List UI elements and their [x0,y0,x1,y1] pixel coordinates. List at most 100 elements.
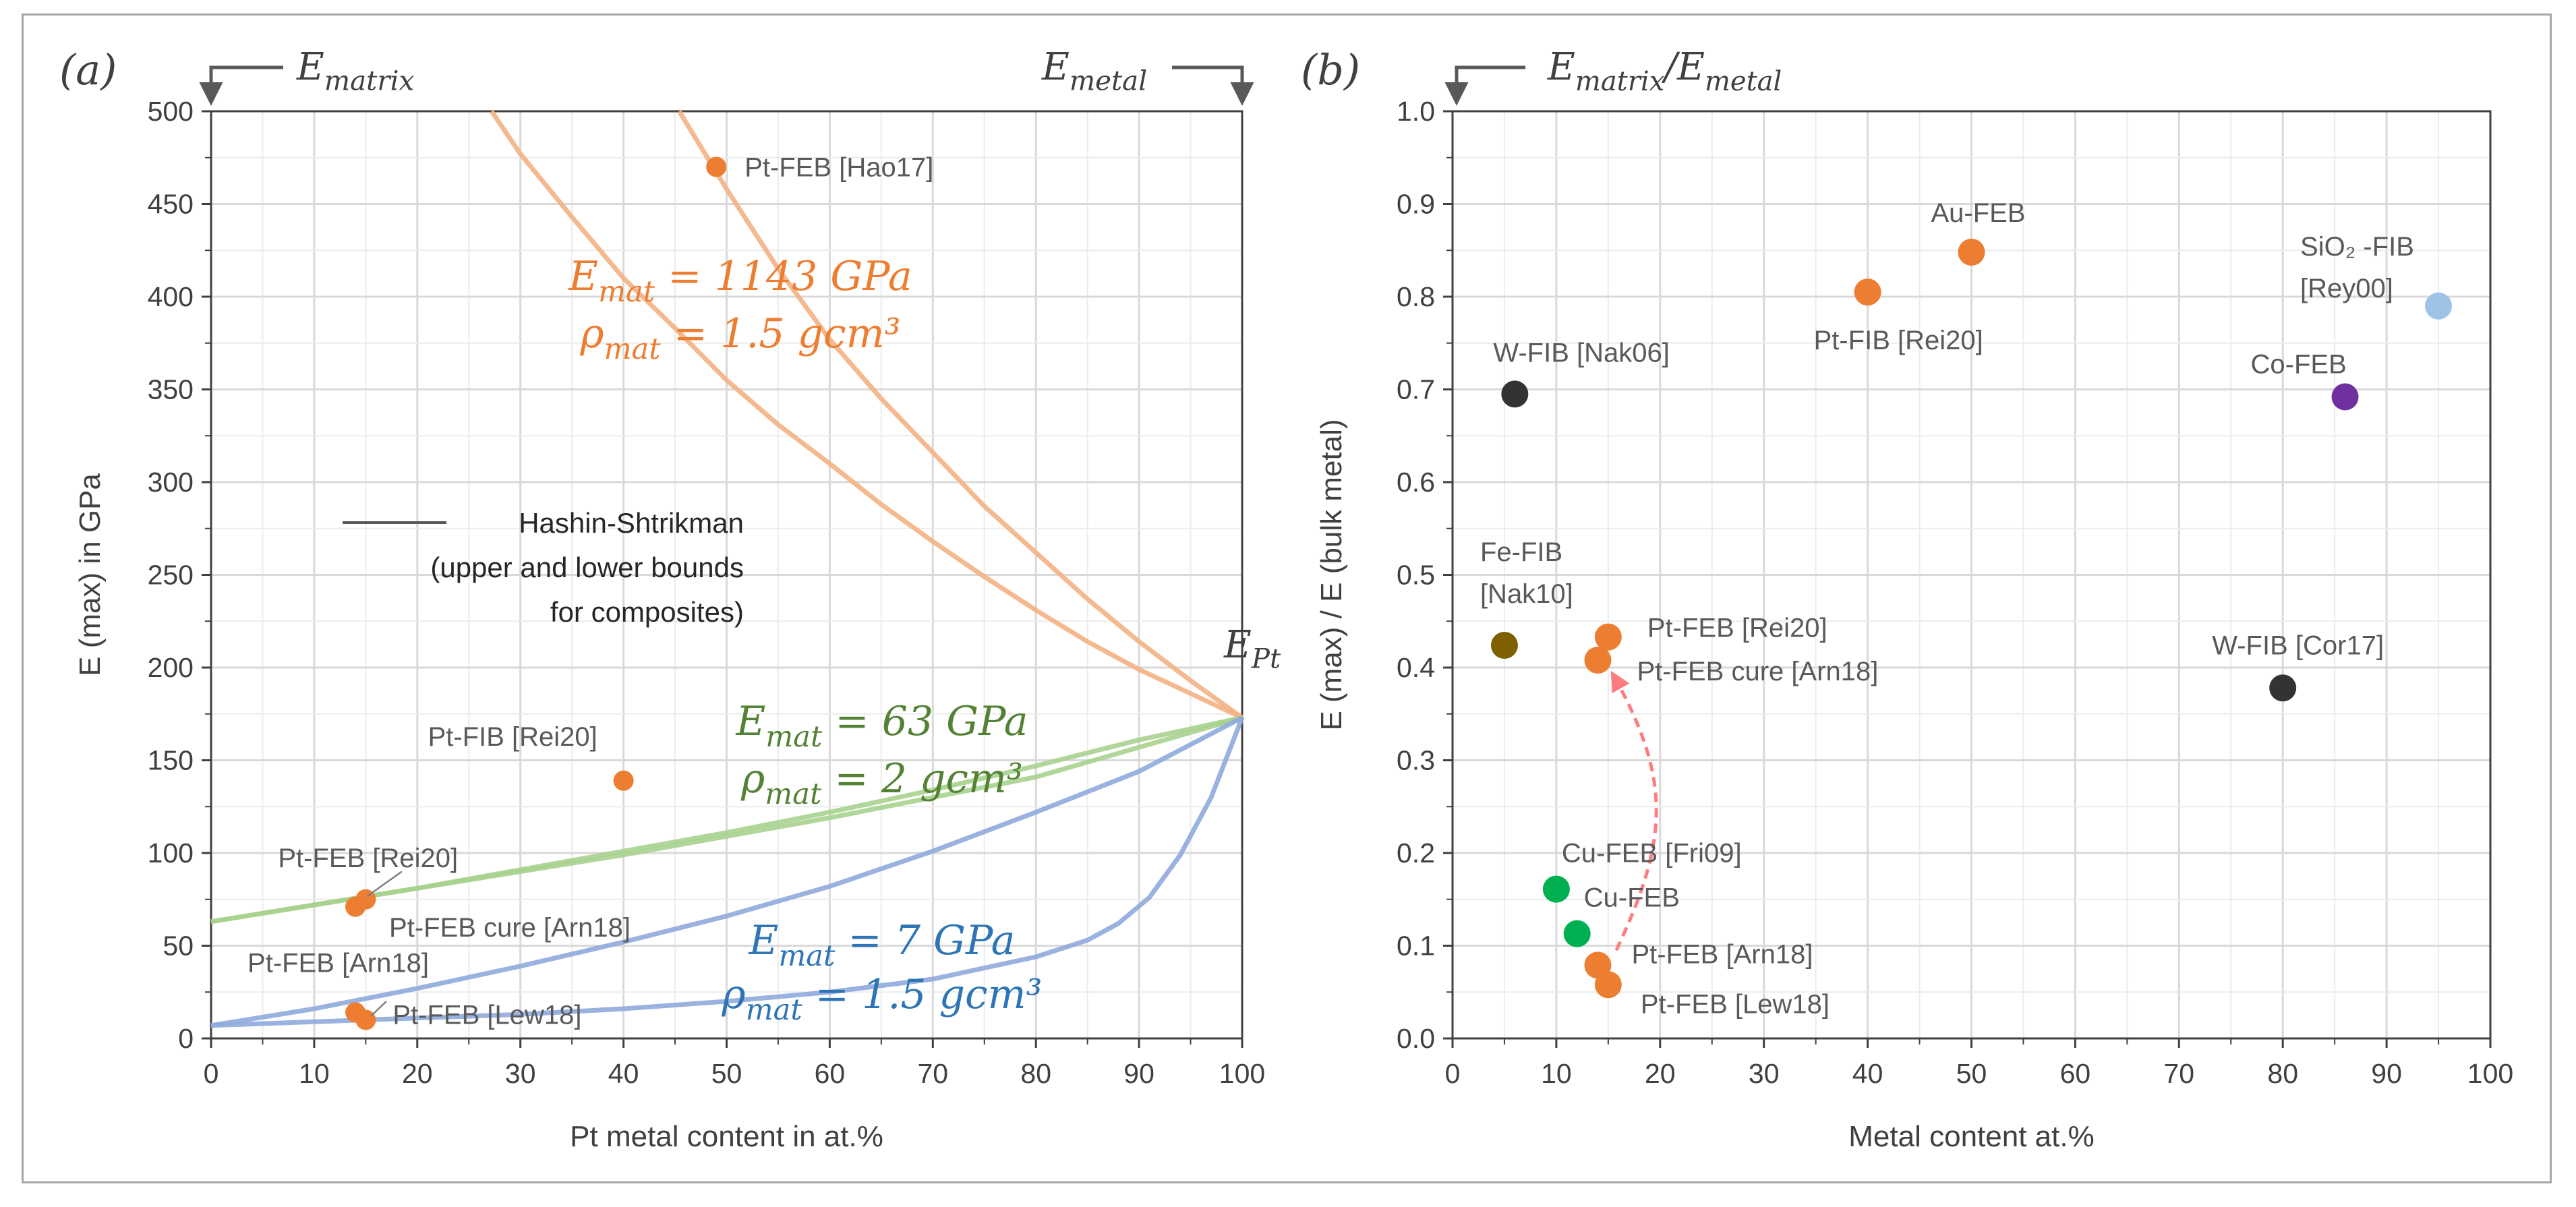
x-tick-label: 0 [204,1058,219,1089]
top-right-label: Emetal [1041,45,1147,97]
y-tick-label: 0.1 [1397,931,1435,962]
x-tick-label: 0 [1445,1058,1461,1089]
curve-annotation-density: ρmat = 2 gcm³ [740,755,1023,811]
series-line [210,715,1243,924]
data-label: Pt-FEB cure [Arn18] [389,913,631,943]
y-tick-label: 450 [148,189,194,220]
x-tick-label: 20 [1645,1058,1676,1089]
top-left-label: Ematrix [296,45,415,97]
y-tick-label: 200 [148,652,194,683]
data-point [1542,875,1570,903]
data-point [2331,383,2359,411]
x-tick-label: 80 [1020,1058,1051,1089]
data-point [613,770,634,791]
data-label: Pt-FEB [Hao17] [744,153,933,183]
data-label: W-FIB [Cor17] [2212,630,2384,660]
top-left-label: Ematrix/Emetal [1547,45,1782,97]
series-line [210,715,1243,1028]
data-point [2269,674,2297,702]
y-tick-label: 0.7 [1397,374,1435,405]
x-tick-label: 80 [2267,1058,2298,1089]
chart-panel-a: 0 10 20 30 40 50 60 70 80 90 100 0 50 100 150 200 250 300… [59,45,1281,1153]
legend-text-line: (upper and lower bounds [430,552,744,583]
x-tick-label: 100 [2467,1058,2513,1089]
figure-frame [22,13,2552,1183]
x-tick-label: 40 [1852,1058,1883,1089]
top-right-arrow [1172,65,1254,106]
top-left-arrow [1444,65,1525,106]
y-tick-label: 0.9 [1397,189,1435,220]
data-point [1594,623,1622,651]
x-tick-label: 50 [1956,1058,1987,1089]
panel-label: (b) [1301,45,1360,94]
data-label: Pt-FEB cure [Arn18] [1637,657,1878,686]
transition-arrow [1610,670,1658,951]
series-line [490,110,1243,720]
data-label: Pt-FEB [Rei20] [278,844,458,873]
curve-annotation-density: ρmat = 1.5 gcm³ [579,310,900,366]
data-label: [Nak10] [1480,579,1573,609]
series-line [677,110,1244,720]
x-tick-label: 10 [299,1058,330,1089]
x-axis-label: Pt metal content in at.% [570,1120,883,1153]
data-point [1584,647,1612,674]
curve-annotation-density: ρmat = 1.5 gcm³ [721,971,1042,1027]
x-tick-label: 30 [1749,1058,1780,1089]
data-point [1854,278,1881,306]
x-tick-label: 70 [2163,1058,2194,1089]
curve-annotation-modulus: Emat = 7 GPa [749,917,1016,973]
top-left-arrow [199,65,283,106]
data-point [2425,292,2453,320]
y-tick-label: 1.0 [1397,96,1435,127]
data-point [706,156,727,177]
legend-text-line: for composites) [550,596,744,628]
leader-line [370,1001,387,1017]
y-axis-label: E (max) in GPa [74,473,107,676]
data-label: Co-FEB [2251,350,2347,380]
data-point [1594,971,1622,999]
y-tick-label: 0.6 [1397,467,1435,498]
data-label: Au-FEB [1931,198,2026,228]
x-tick-label: 60 [2060,1058,2091,1089]
y-tick-label: 150 [148,745,194,776]
data-label: Pt-FIB [Rei20] [428,722,597,752]
legend-title: Hashin-Shtrikman [519,507,744,539]
data-label: Cu-FEB [1584,883,1680,913]
x-tick-label: 30 [505,1058,536,1089]
data-point [1563,920,1591,947]
data-label: Pt-FEB [Lew18] [1641,989,1829,1019]
y-tick-label: 0.4 [1397,652,1435,683]
series-line [210,717,1245,1028]
x-tick-label: 90 [2371,1058,2402,1089]
x-tick-label: 60 [815,1058,846,1089]
data-point [1501,380,1529,408]
x-tick-label: 70 [917,1058,948,1089]
data-label: Pt-FEB [Arn18] [247,949,429,978]
data-label: [Rey00] [2300,274,2393,303]
y-axis-label: E (max) / E (bulk metal) [1315,419,1348,730]
y-tick-label: 50 [163,931,194,962]
x-tick-label: 50 [711,1058,742,1089]
data-label: Cu-FEB [Fri09] [1562,839,1742,869]
data-label: Pt-FEB [Lew18] [392,1001,581,1030]
data-label: Pt-FEB [Rei20] [1647,614,1827,643]
y-tick-label: 100 [148,837,194,869]
y-tick-label: 500 [148,96,194,127]
data-label: Pt-FEB [Arn18] [1631,939,1813,969]
data-point [355,1009,376,1030]
y-tick-label: 0.8 [1397,281,1435,312]
x-tick-label: 20 [402,1058,433,1089]
x-tick-label: 40 [608,1058,639,1089]
y-tick-label: 250 [148,560,194,591]
data-label: Pt-FIB [Rei20] [1814,326,1983,355]
x-tick-label: 90 [1123,1058,1154,1089]
y-tick-label: 0.0 [1397,1023,1435,1054]
leader-line [366,871,403,897]
y-tick-label: 400 [148,281,194,312]
y-tick-label: 0.3 [1397,745,1435,776]
panel-label: (a) [59,45,117,94]
y-tick-label: 350 [148,374,194,405]
data-point [1490,632,1518,659]
y-tick-label: 0.5 [1397,560,1435,591]
